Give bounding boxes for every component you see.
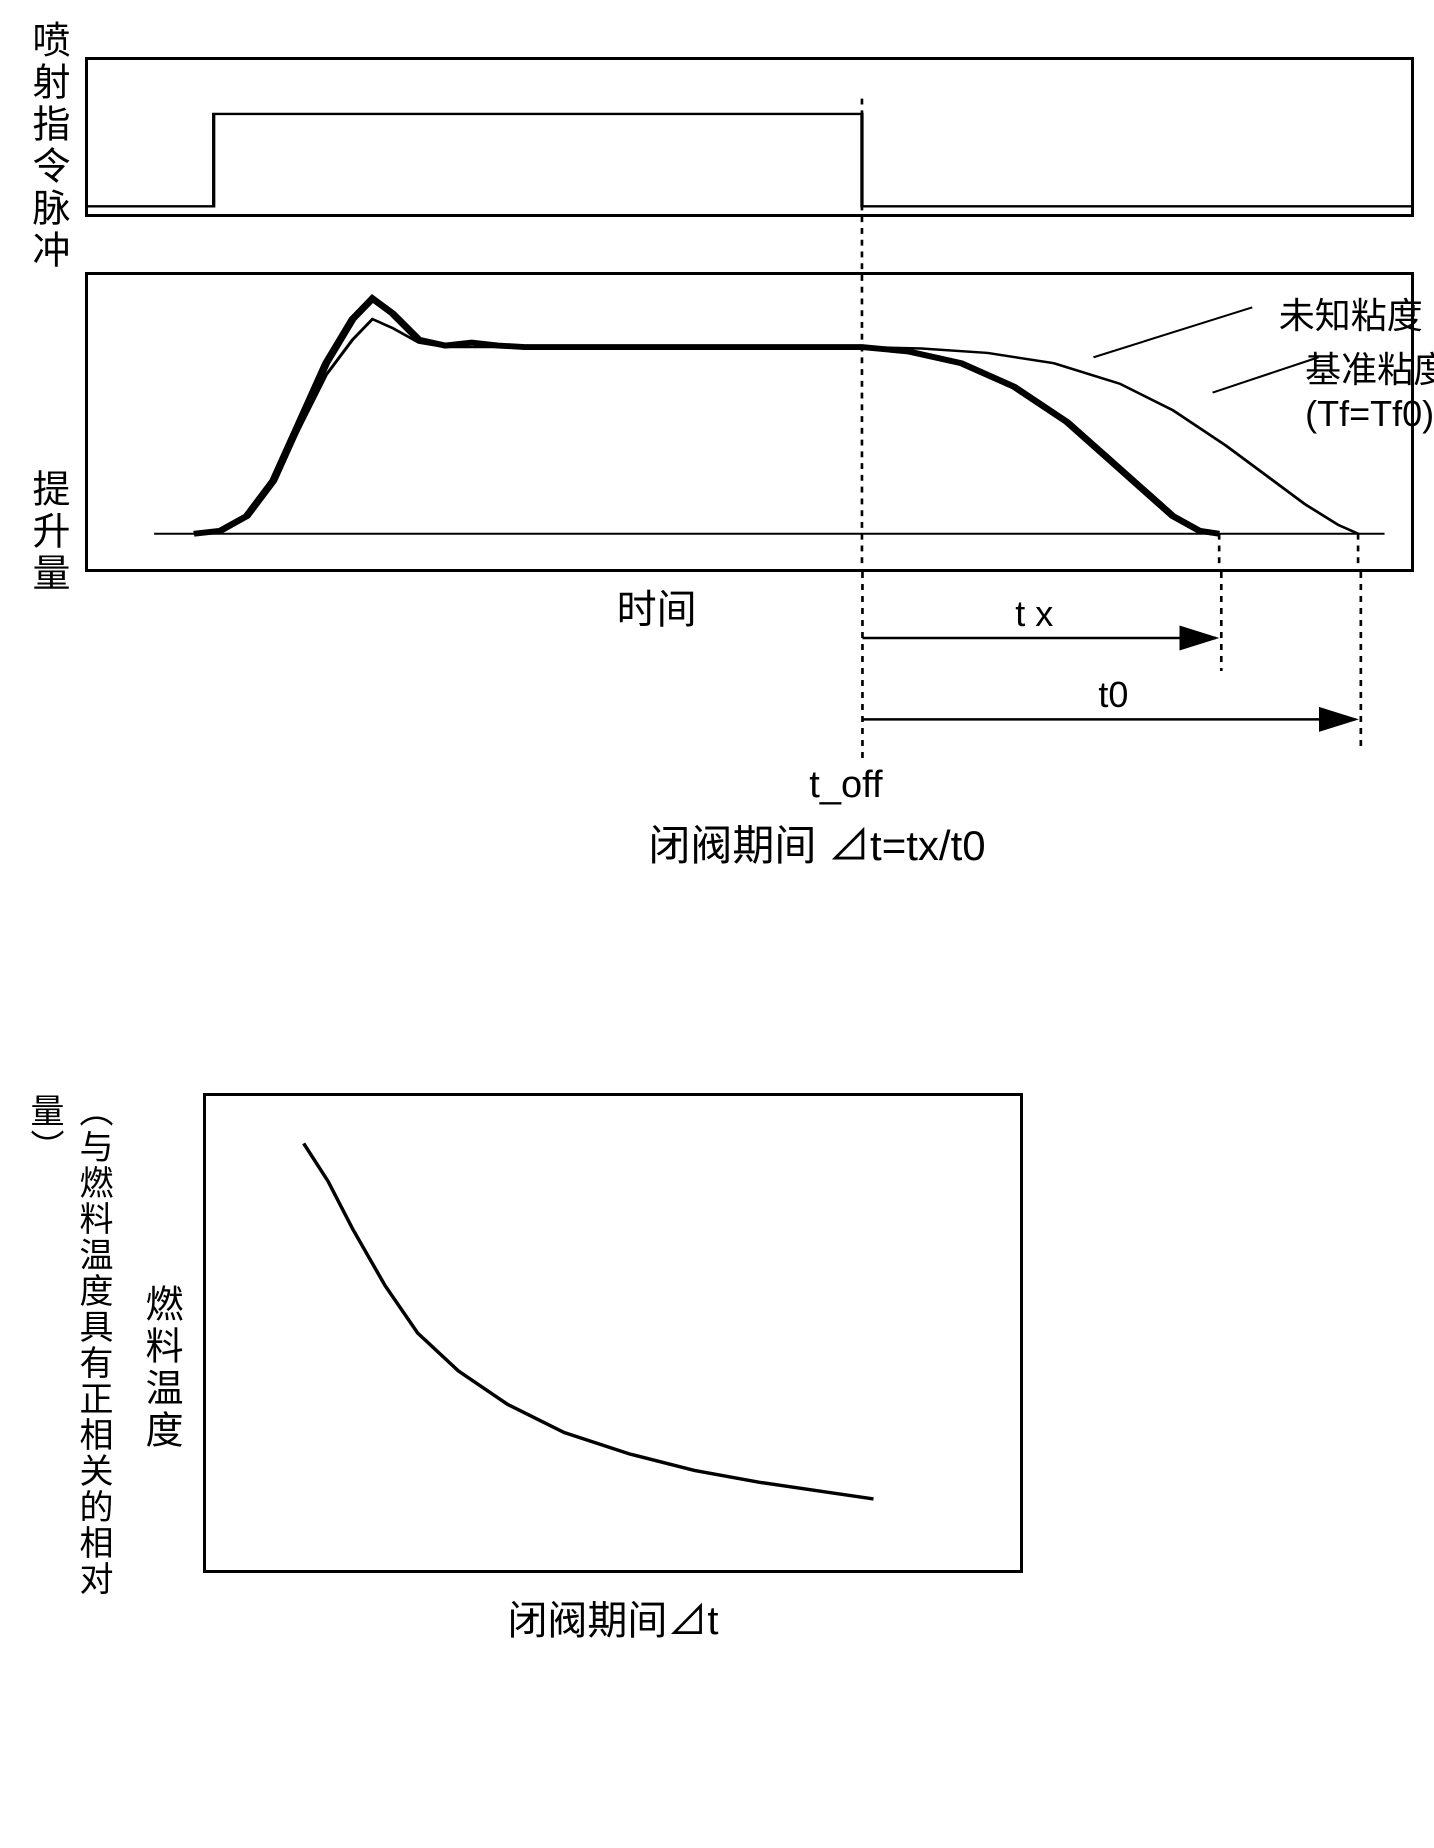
lift-y-label: 提升量 xyxy=(20,469,75,595)
lift-chart-box: 未知粘度 基准粘度μ0 (Tf=Tf0) xyxy=(85,272,1414,572)
pulse-chart-box xyxy=(85,57,1414,217)
tx-arrow-label: t x xyxy=(1015,593,1053,635)
figure-container: 喷射指令脉冲 提升量 xyxy=(20,20,1414,1646)
t-off-label: t_off xyxy=(809,764,882,807)
bottom-x-label: 闭阀期间⊿t xyxy=(203,1588,1023,1646)
lift-svg xyxy=(88,275,1411,569)
pulse-svg xyxy=(88,60,1411,214)
reference-viscosity-label-wrap: 基准粘度μ0 (Tf=Tf0) xyxy=(1305,341,1434,435)
bottom-svg xyxy=(206,1096,1020,1570)
reference-viscosity-sublabel: (Tf=Tf0) xyxy=(1305,393,1434,435)
bottom-chart-box xyxy=(203,1093,1023,1573)
time-axis-area: 时间 t x t0 t_off xyxy=(85,572,1414,792)
time-axis-label: 时间 xyxy=(617,577,697,635)
correlation-note-label: （与燃料温度具有正相关的相对量） xyxy=(20,1093,118,1643)
arrows-svg xyxy=(85,572,1414,792)
lift-chart-row: 提升量 未知粘度 xyxy=(20,272,1414,792)
t0-arrow-label: t0 xyxy=(1098,674,1128,716)
pulse-chart-row: 喷射指令脉冲 xyxy=(20,20,1414,272)
reference-viscosity-label: 基准粘度μ0 xyxy=(1305,341,1434,393)
valve-close-formula: 闭阀期间 ⊿t=tx/t0 xyxy=(220,812,1414,873)
bottom-labels-group: （与燃料温度具有正相关的相对量） 燃料温度 xyxy=(20,1093,203,1643)
unknown-viscosity-label: 未知粘度 xyxy=(1279,287,1423,339)
top-section: 喷射指令脉冲 提升量 xyxy=(20,20,1414,873)
fuel-temp-y-label: 燃料温度 xyxy=(133,1284,188,1452)
bottom-section: （与燃料温度具有正相关的相对量） 燃料温度 闭阀期间⊿t xyxy=(20,1093,1414,1646)
pulse-y-label: 喷射指令脉冲 xyxy=(20,20,75,272)
bottom-chart-wrap: 闭阀期间⊿t xyxy=(203,1093,1023,1646)
